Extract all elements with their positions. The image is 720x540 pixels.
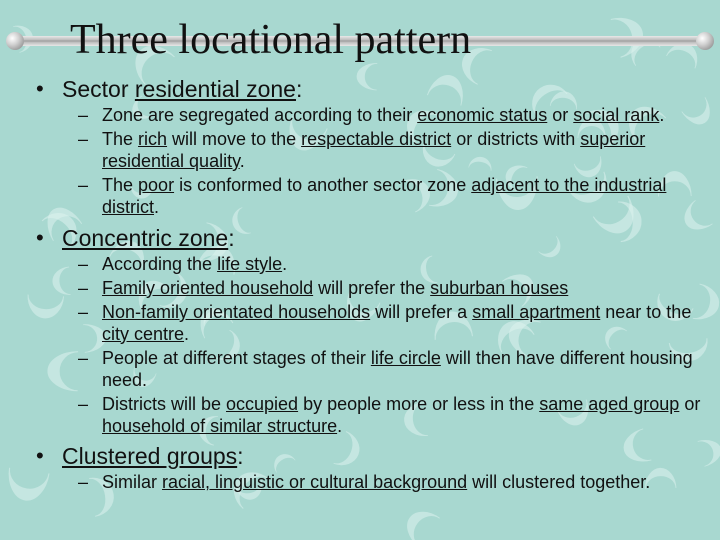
sub-bullet: Family oriented household will prefer th… [62,278,710,300]
sub-bullet: According the life style. [62,254,710,276]
sub-bullet: Non-family orientated households will pr… [62,302,710,346]
label-suffix: : [237,443,243,469]
bullet-label: Clustered groups: [62,443,244,470]
bullet-list-level2: Similar racial, linguistic or cultural b… [62,472,710,494]
label-prefix: Sector [62,76,135,102]
label-suffix: : [296,76,302,102]
bullet-list-level2: Zone are segregated according to their e… [62,105,710,219]
slide-content: Three locational pattern Sector resident… [0,0,720,494]
label-suffix: : [228,225,234,251]
label-underlined: Concentric zone [62,225,228,251]
sub-bullet: Zone are segregated according to their e… [62,105,710,127]
sub-bullet: The poor is conformed to another sector … [62,175,710,219]
bullet-label: Sector residential zone: [62,76,302,103]
bullet-list-level1: Sector residential zone: Zone are segreg… [10,76,710,494]
label-underlined: Clustered groups [62,443,237,469]
sub-bullet: Similar racial, linguistic or cultural b… [62,472,710,494]
sub-bullet: People at different stages of their life… [62,348,710,392]
background-boomerang-icon: ❨ [388,493,451,540]
sub-bullet: Districts will be occupied by people mor… [62,394,710,438]
bullet-clustered: Clustered groups: Similar racial, lingui… [10,443,710,494]
slide-title: Three locational pattern [70,18,710,62]
bullet-sector: Sector residential zone: Zone are segreg… [10,76,710,219]
sub-bullet: The rich will move to the respectable di… [62,129,710,173]
label-underlined: residential zone [135,76,296,102]
bullet-concentric: Concentric zone: According the life styl… [10,225,710,438]
bullet-list-level2: According the life style. Family oriente… [62,254,710,438]
bullet-label: Concentric zone: [62,225,235,252]
